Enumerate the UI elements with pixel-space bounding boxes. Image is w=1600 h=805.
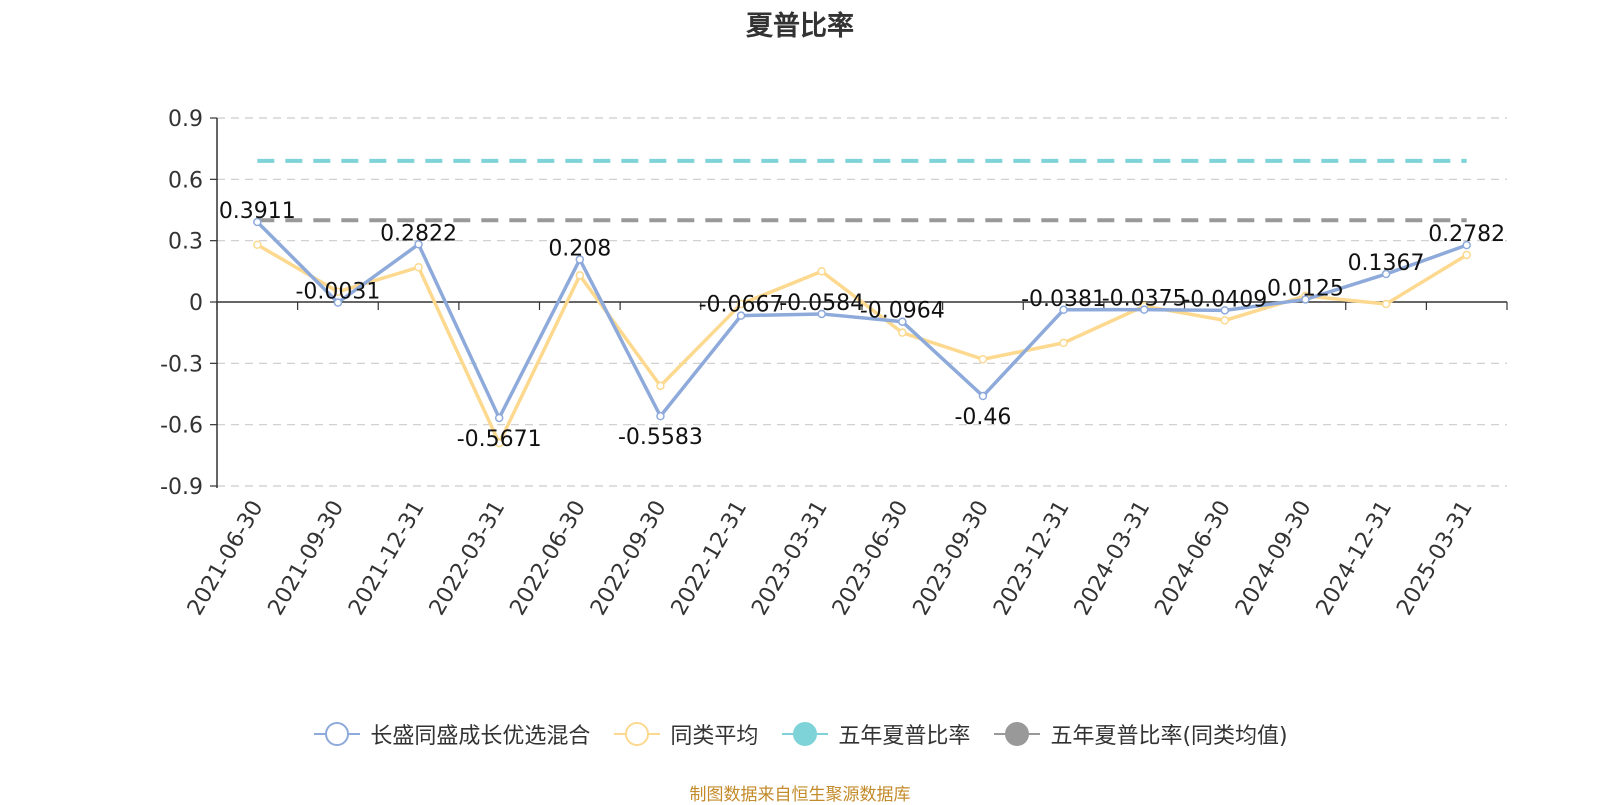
data-label: 0.2822 <box>380 221 457 246</box>
data-label: 0.3911 <box>219 199 296 224</box>
data-point <box>1059 305 1068 315</box>
reference-lines <box>257 158 1467 223</box>
legend-item[interactable]: 长盛同盛成长优选混合 <box>312 718 590 750</box>
legend-marker-icon <box>314 722 361 746</box>
x-tick-label: 2023-03-31 <box>747 497 833 620</box>
data-label: -0.0964 <box>860 299 945 324</box>
y-tick-label: -0.9 <box>160 475 203 500</box>
y-tick-label: 0 <box>189 291 203 316</box>
data-label: -0.0667 <box>699 293 784 318</box>
x-tick-label: 2024-03-31 <box>1070 497 1156 620</box>
data-point <box>1301 295 1310 304</box>
data-point <box>253 240 262 250</box>
data-point <box>736 311 746 320</box>
data-point <box>1381 299 1391 309</box>
source-note: 制图数据来自恒生聚源数据库 <box>689 785 911 805</box>
x-tick-label: 2024-09-30 <box>1231 497 1317 620</box>
data-point <box>575 271 585 280</box>
data-point <box>817 309 826 319</box>
legend-item[interactable]: 同类平均 <box>612 718 758 750</box>
chart-title: 夏普比率 <box>746 11 854 42</box>
x-tick-label: 2023-06-30 <box>828 497 914 620</box>
x-tick-label: 2022-12-31 <box>667 497 753 620</box>
data-point <box>898 328 907 337</box>
series-lines <box>256 220 1468 445</box>
x-tick-label: 2021-12-31 <box>344 497 430 620</box>
data-label: -0.0584 <box>779 291 864 316</box>
data-label: -0.0409 <box>1182 287 1267 312</box>
data-point <box>656 381 665 391</box>
data-point <box>575 255 585 264</box>
legend-marker-icon <box>782 722 829 746</box>
data-point <box>414 240 423 249</box>
data-point <box>494 413 504 423</box>
legend-label: 五年夏普比率(同类均值) <box>1050 724 1288 749</box>
data-point <box>333 298 343 307</box>
data-point <box>656 411 665 421</box>
data-labels: 0.3911 -0.0031 0.2822 -0.5671 0.208 -0.5583 -0… <box>219 199 1505 452</box>
data-points <box>253 217 1471 448</box>
data-label: -0.5583 <box>618 425 703 450</box>
y-tick-label: -0.3 <box>160 352 203 377</box>
data-point <box>414 262 423 272</box>
y-tick-label: 0.9 <box>168 107 203 132</box>
data-label: 0.2782 <box>1428 222 1505 247</box>
x-tick-label: 2021-09-30 <box>264 497 350 620</box>
data-label: -0.0375 <box>1102 287 1187 312</box>
data-point <box>1381 269 1391 279</box>
data-label: -0.5671 <box>457 427 542 452</box>
legend-label: 五年夏普比率 <box>838 724 971 749</box>
data-point <box>1220 316 1230 325</box>
series-line <box>256 243 1468 445</box>
data-label: 0.0125 <box>1267 276 1344 301</box>
legend-label: 同类平均 <box>670 724 759 749</box>
x-tick-label: 2022-09-30 <box>586 497 672 620</box>
x-tick-label: 2023-12-31 <box>989 497 1075 620</box>
data-point <box>898 317 907 326</box>
legend-marker-icon <box>994 722 1041 746</box>
x-tick-label: 2021-06-30 <box>183 497 269 620</box>
x-tick-label: 2022-06-30 <box>505 497 591 620</box>
data-point <box>1462 240 1471 250</box>
data-point <box>1220 306 1230 315</box>
series-line <box>256 220 1468 420</box>
x-tick-label: 2024-12-31 <box>1312 497 1398 620</box>
y-tick-label: 0.6 <box>168 168 203 193</box>
grid-lines <box>217 117 1507 487</box>
data-point <box>817 267 826 276</box>
data-label: -0.0031 <box>295 280 380 305</box>
data-label: -0.46 <box>954 405 1011 430</box>
data-label: 0.1367 <box>1348 251 1425 276</box>
data-point <box>1462 250 1471 260</box>
data-point <box>1059 338 1068 348</box>
data-point <box>978 391 988 401</box>
y-tick-label: 0.3 <box>168 230 203 255</box>
data-point <box>736 299 746 309</box>
y-tick-label: -0.6 <box>160 414 203 439</box>
data-point <box>494 438 504 448</box>
x-tick-label: 2022-03-31 <box>425 497 511 620</box>
data-label: 0.208 <box>548 236 611 261</box>
x-tick-label: 2024-06-30 <box>1150 497 1236 620</box>
legend-marker-icon <box>614 722 661 746</box>
legend-item[interactable]: 五年夏普比率(同类均值) <box>992 718 1288 750</box>
data-point <box>253 217 262 227</box>
data-label: -0.0381 <box>1021 287 1106 312</box>
data-point <box>978 354 988 364</box>
legend-item[interactable]: 五年夏普比率 <box>780 718 970 750</box>
data-point <box>1139 305 1149 314</box>
x-tick-label: 2025-03-31 <box>1392 497 1478 620</box>
legend-label: 长盛同盛成长优选混合 <box>370 724 591 749</box>
data-point <box>333 287 343 297</box>
legend: 长盛同盛成长优选混合 同类平均 五年夏普比率 五年夏普比率(同类均值) <box>0 718 1600 750</box>
x-tick-label: 2023-09-30 <box>909 497 995 620</box>
